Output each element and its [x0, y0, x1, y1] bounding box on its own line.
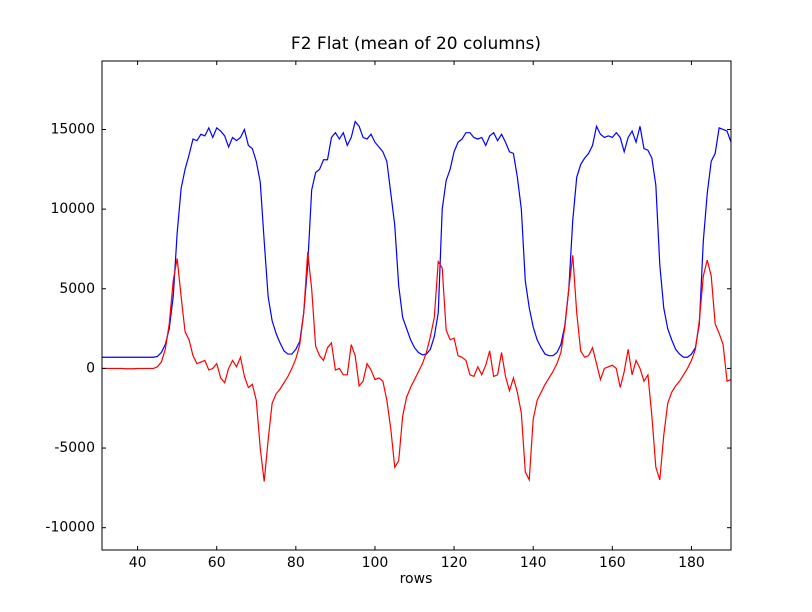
x-tick-label: 40 — [129, 555, 147, 571]
x-tick-label: 140 — [520, 555, 547, 571]
data-line — [102, 120, 731, 358]
x-tick-label: 100 — [362, 555, 389, 571]
plot-frame — [101, 60, 732, 551]
x-tick-label: 160 — [599, 555, 626, 571]
x-tick-label: 80 — [287, 555, 305, 571]
x-tick-label: 60 — [208, 555, 226, 571]
y-tick-label: -5000 — [54, 440, 95, 456]
data-line — [102, 252, 731, 483]
x-axis-label: rows — [400, 571, 433, 587]
y-tick-label: -10000 — [45, 520, 95, 536]
y-tick-label: 15000 — [50, 121, 95, 137]
x-tick-label: 180 — [678, 555, 705, 571]
y-tick-label: 10000 — [50, 201, 95, 217]
y-tick-label: 5000 — [59, 281, 95, 297]
chart-title: F2 Flat (mean of 20 columns) — [291, 34, 541, 54]
y-tick-label: 0 — [86, 360, 95, 376]
x-tick-label: 120 — [441, 555, 468, 571]
